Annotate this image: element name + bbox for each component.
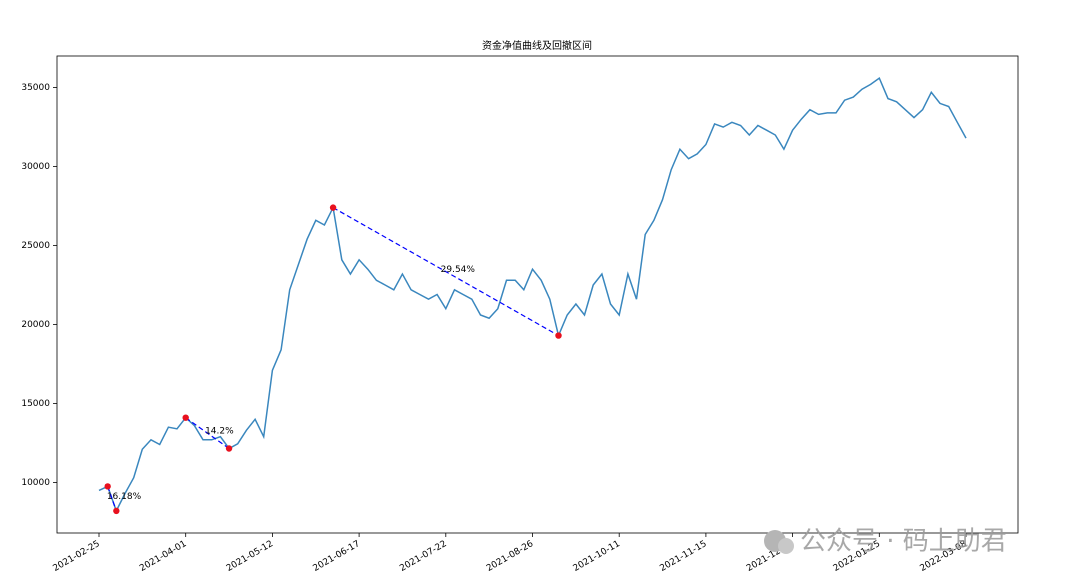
drawdown-peak — [182, 414, 189, 421]
x-tick-label: 2021-06-17 — [312, 539, 362, 574]
drawdown-label: 16.18% — [107, 492, 142, 502]
drawdown-peak — [104, 483, 111, 490]
drawdown-peak — [329, 204, 337, 211]
drawdown-line — [332, 207, 559, 337]
y-tick-label: 10000 — [21, 478, 50, 488]
y-tick-label: 15000 — [21, 399, 50, 409]
x-tick-label: 2021-05-12 — [225, 539, 275, 574]
plot-frame — [56, 55, 1019, 534]
chart-title: 资金净值曲线及回撤区间 — [482, 39, 592, 52]
y-tick-label: 30000 — [21, 162, 50, 172]
x-tick-label: 2021-08-26 — [485, 539, 536, 574]
x-tick-label: 2021-10-11 — [572, 539, 622, 574]
watermark-icon — [778, 538, 794, 554]
equity-line — [98, 76, 967, 513]
x-tick-label: 2021-04-01 — [138, 539, 188, 574]
drawdown-label: 14.2% — [205, 427, 234, 437]
watermark: 公众号 · 码上助君 — [764, 527, 1007, 557]
drawdown-line — [107, 486, 117, 512]
drawdown-trough — [555, 332, 562, 339]
drawdown-label: 29.54% — [441, 265, 476, 275]
x-tick-label: 2021-02-25 — [51, 539, 101, 574]
y-tick-label: 25000 — [21, 241, 50, 251]
y-tick-label: 35000 — [21, 83, 50, 93]
drawdown-trough — [225, 445, 233, 452]
drawdown-trough — [113, 507, 120, 515]
y-tick-label: 20000 — [21, 320, 50, 330]
x-tick-label: 2021-11-15 — [658, 539, 708, 574]
drawdown-line — [185, 417, 230, 449]
x-tick-label: 2021-07-22 — [398, 539, 448, 574]
watermark-text: 公众号 · 码上助君 — [800, 527, 1007, 557]
